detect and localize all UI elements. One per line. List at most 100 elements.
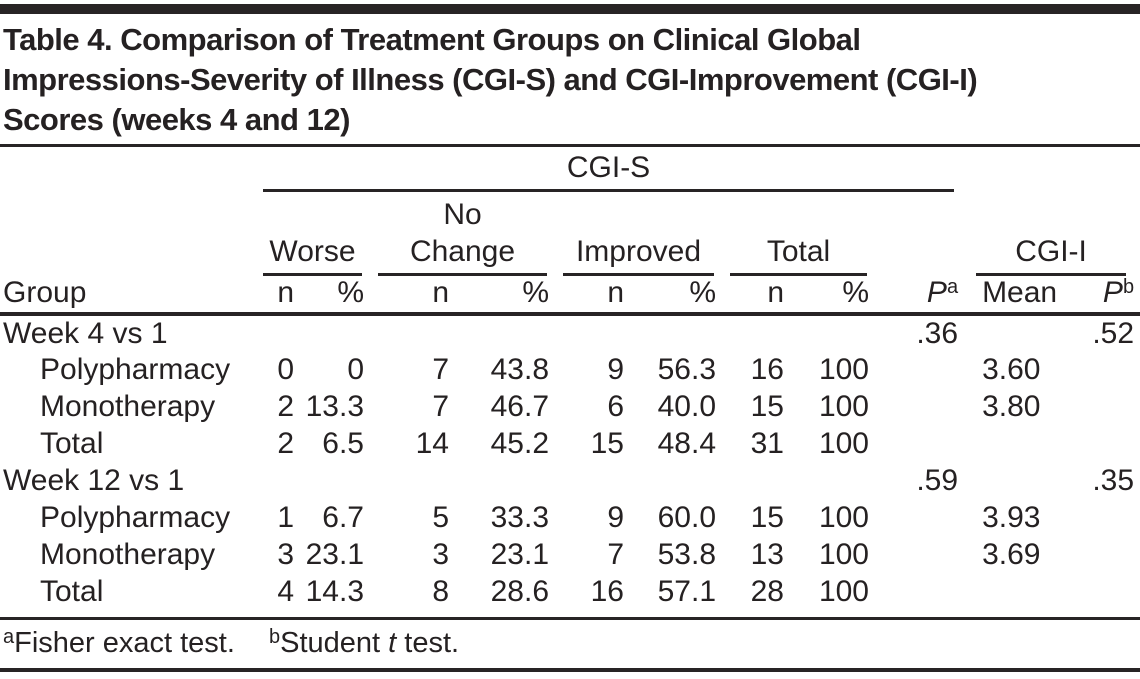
table-cell <box>1068 425 1140 462</box>
mean-column-header: Mean <box>962 276 1069 316</box>
table-cell: 31 <box>750 426 784 460</box>
table-cell: 13.3 <box>305 389 364 423</box>
table-row: Polypharmacy 0 0 7 43.8 9 56.3 16 100 3.60 <box>0 351 1140 388</box>
table-cell <box>1068 499 1140 536</box>
table-cell <box>630 314 722 351</box>
table-cell <box>555 314 630 351</box>
table-cell: 9 <box>607 500 624 534</box>
p-italic: P <box>1102 276 1123 309</box>
table-cell: .35 <box>1092 463 1135 497</box>
table-cell: 3 <box>432 537 449 571</box>
total-n-header: n <box>722 276 790 316</box>
table-cell <box>455 314 555 351</box>
table-cell <box>722 314 790 351</box>
table-cell: 23.1 <box>490 537 549 571</box>
footnote-a-superscript: a <box>3 626 15 648</box>
table-cell <box>962 314 1068 351</box>
table-cell: 15 <box>750 500 784 534</box>
column-group-header-row: Worse No Change Improved Total CGI-I <box>0 192 1140 276</box>
row-label: Week 12 vs 1 <box>3 463 185 497</box>
table-cell: 57.1 <box>657 574 716 608</box>
row-label: Polypharmacy <box>40 352 231 386</box>
table-cell <box>1068 351 1140 388</box>
table-cell: 100 <box>818 537 869 571</box>
top-divider-bar <box>0 4 1140 14</box>
row-label: Monotherapy <box>40 389 216 423</box>
sub-header-row: Group n % n % n % n % Pa Mean Pb <box>0 276 1140 316</box>
table-cell <box>370 314 455 351</box>
table-cell: 23.1 <box>305 537 364 571</box>
table-cell <box>255 462 300 499</box>
table-cell <box>962 425 1068 462</box>
table-cell: 56.3 <box>657 352 716 386</box>
table-cell: 100 <box>818 426 869 460</box>
table-title: Table 4. Comparison of Treatment Groups … <box>3 20 1137 140</box>
bottom-rule <box>0 668 1140 672</box>
table-cell <box>962 462 1068 499</box>
table-row: Week 12 vs 1 .59 .35 <box>0 462 1140 499</box>
no-change-column-group-header: No Change <box>409 198 516 268</box>
footnote: aFisher exact test. bStudent t test. <box>3 624 485 662</box>
no-change-group-cell: No Change <box>370 192 555 276</box>
table-cell: 40.0 <box>657 389 716 423</box>
table-cell: 15 <box>590 426 624 460</box>
footnote-b-italic-t: t <box>388 627 397 659</box>
table-row: Total 4 14.3 8 28.6 16 57.1 28 100 <box>0 573 1140 610</box>
improved-n-header: n <box>555 276 630 316</box>
row-label: Week 4 vs 1 <box>3 316 168 350</box>
table-cell: 100 <box>818 574 869 608</box>
table-row: Polypharmacy 1 6.7 5 33.3 9 60.0 15 100 3.93 <box>0 499 1140 536</box>
improved-pct-header: % <box>630 276 722 316</box>
footnote-a-text: Fisher exact test. <box>14 627 235 659</box>
table-cell: 100 <box>818 500 869 534</box>
footnote-a: aFisher exact test. <box>3 627 235 659</box>
table-cell: .52 <box>1092 316 1135 350</box>
table-cell <box>1068 536 1140 573</box>
title-line-3: Scores (weeks 4 and 12) <box>3 102 350 137</box>
p-italic: P <box>926 276 947 309</box>
total-pct-header: % <box>790 276 875 316</box>
table-cell: 43.8 <box>490 352 549 386</box>
footnote-b-text: Student <box>280 627 389 659</box>
worse-n-header: n <box>255 276 300 316</box>
table-cell: 48.4 <box>657 426 716 460</box>
table-cell <box>875 573 962 610</box>
row-label: Total <box>40 426 104 460</box>
total-group-cell: Total <box>722 192 875 276</box>
table-cell <box>255 314 300 351</box>
p-student-column-header: Pb <box>1068 276 1140 316</box>
table-cell <box>790 314 875 351</box>
footnote-rule <box>0 617 1140 620</box>
table-cell: 3.80 <box>982 389 1041 423</box>
table-cell: 14.3 <box>305 574 364 608</box>
table-cell: 3.93 <box>982 500 1041 534</box>
worse-column-group-header: Worse <box>269 235 356 268</box>
table-row: Monotherapy 2 13.3 7 46.7 6 40.0 15 100 3.80 <box>0 388 1140 425</box>
table-cell: 28 <box>750 574 784 608</box>
table-cell: 6.7 <box>322 500 364 534</box>
table-cell: 3 <box>277 537 294 571</box>
table-cell <box>1068 573 1140 610</box>
table-cell: 9 <box>607 352 624 386</box>
table-cell: .59 <box>916 463 959 497</box>
table-cell: 7 <box>432 389 449 423</box>
group-column-header: Group <box>0 276 255 316</box>
empty-cell <box>0 147 255 192</box>
title-rule <box>0 144 1140 147</box>
table-cell <box>962 573 1068 610</box>
cgis-column-group-header: CGI-S <box>263 151 955 192</box>
table-cell: 2 <box>277 426 294 460</box>
table-row: Total 2 6.5 14 45.2 15 48.4 31 100 <box>0 425 1140 462</box>
no-change-pct-header: % <box>455 276 555 316</box>
table-cell: 53.8 <box>657 537 716 571</box>
table-cell <box>630 462 722 499</box>
table-cell: 60.0 <box>657 500 716 534</box>
cgis-span-row: CGI-S <box>0 147 1140 192</box>
table-cell <box>1068 388 1140 425</box>
table-cell <box>875 351 962 388</box>
footnote-b: bStudent t test. <box>269 627 459 659</box>
row-label: Polypharmacy <box>40 500 231 534</box>
improved-column-group-header: Improved <box>575 235 702 268</box>
improved-group-cell: Improved <box>555 192 722 276</box>
